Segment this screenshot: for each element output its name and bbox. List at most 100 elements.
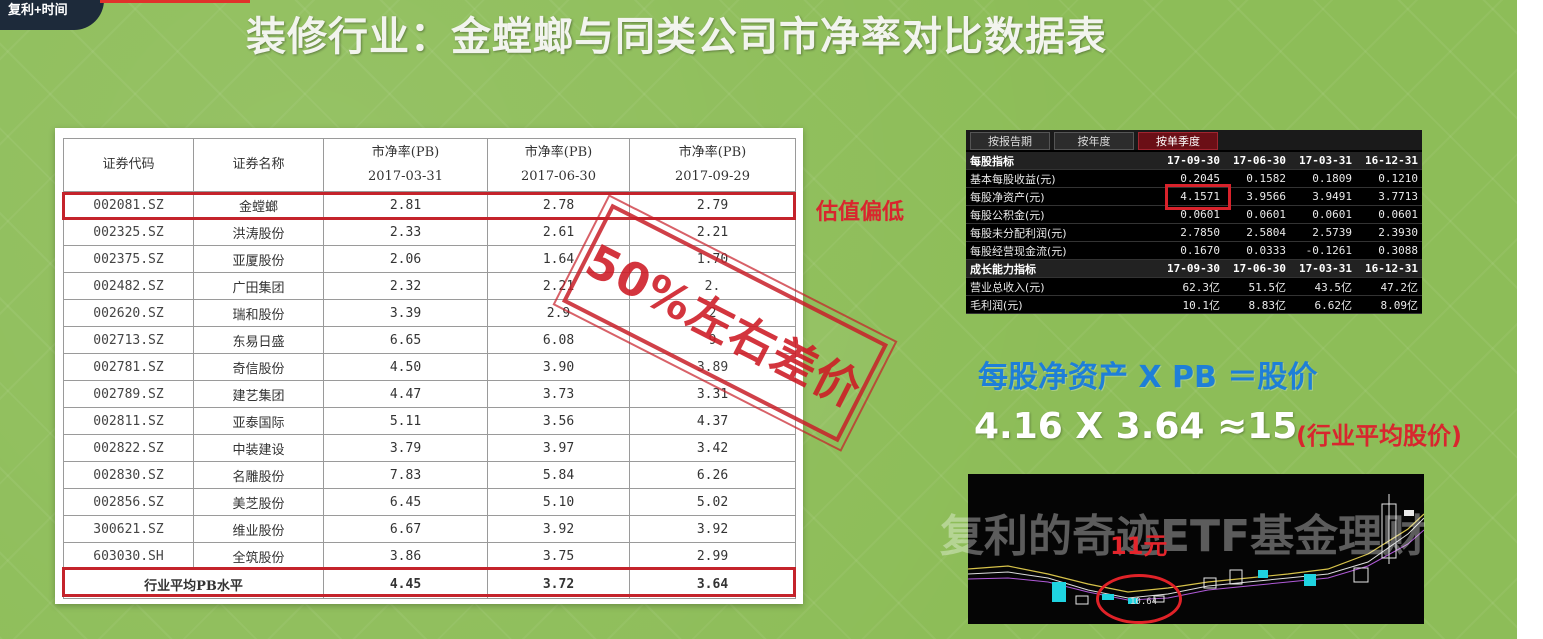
fin-row-value: 43.5亿 — [1290, 277, 1356, 296]
cell-name: 洪涛股份 — [193, 218, 324, 246]
header-pb-q1-line1: 市净率(PB) — [371, 145, 440, 160]
cell-name: 广田集团 — [193, 272, 324, 300]
candle-7 — [1229, 569, 1243, 585]
cell-pb-q3: 1.70 — [629, 245, 796, 273]
fin-row-label: 每股公积金(元) — [966, 205, 1158, 224]
cell-pb-q2: 3.73 — [487, 380, 630, 408]
fin-row-value: 2.5739 — [1290, 223, 1356, 242]
table-row: 002822.SZ 中装建设 3.79 3.97 3.42 — [63, 434, 796, 462]
avatar-text: 复利+时间 — [8, 2, 68, 17]
fin-section-title: 每股指标 — [966, 152, 1158, 170]
cell-pb-q1: 2.33 — [323, 218, 488, 246]
cell-pb-q1: 4.50 — [323, 353, 488, 381]
cell-pb-q2: 2.9 — [487, 299, 630, 327]
candle-8 — [1258, 570, 1268, 578]
header-name: 证券名称 — [193, 138, 324, 192]
cell-name: 瑞和股份 — [193, 299, 324, 327]
header-pb-q3-line2: 2017-09-29 — [675, 169, 750, 184]
table-row: 002830.SZ 名雕股份 7.83 5.84 6.26 — [63, 461, 796, 489]
fin-row: 毛利润(元) 10.1亿 8.83亿 6.62亿 8.09亿 — [966, 295, 1422, 314]
kline-svg — [967, 494, 1425, 605]
fin-date-header: 17-09-30 — [1158, 152, 1224, 170]
fin-row: 每股公积金(元) 0.0601 0.0601 0.0601 0.0601 — [966, 205, 1422, 224]
cell-pb-q2: 3.97 — [487, 434, 630, 462]
cell-code: 002811.SZ — [63, 407, 194, 435]
header-pb-q3-line1: 市净率(PB) — [678, 145, 747, 160]
cell-pb-q3: 2 — [629, 299, 796, 327]
fin-date-header: 17-03-31 — [1290, 152, 1356, 170]
cell-pb-q2: 5.84 — [487, 461, 630, 489]
candle-6 — [1203, 577, 1217, 589]
fin-row-value: 0.0601 — [1290, 205, 1356, 224]
cell-code: 002375.SZ — [63, 245, 194, 273]
fin-row-value: 0.1670 — [1158, 241, 1224, 260]
cell-pb-q3: 9 — [629, 326, 796, 354]
ma-line-yellow — [967, 513, 1425, 593]
ma-line-purple — [967, 529, 1425, 601]
table-row: 002325.SZ 洪涛股份 2.33 2.61 2.21 — [63, 218, 796, 246]
footer-v2: 3.72 — [487, 569, 630, 599]
candle-12 — [1404, 510, 1414, 516]
tab-by-report-period[interactable]: 按报告期 — [970, 132, 1050, 150]
fin-row-label: 毛利润(元) — [966, 295, 1158, 314]
fin-section-header: 每股指标 17-09-30 17-06-30 17-03-31 16-12-31 — [966, 152, 1422, 170]
formula-note: (行业平均股价) — [1296, 422, 1462, 450]
header-code: 证券代码 — [63, 138, 194, 192]
table-row: 002081.SZ 金螳螂 2.81 2.78 2.79 — [63, 191, 796, 219]
cell-name: 建艺集团 — [193, 380, 324, 408]
cell-pb-q2: 6.08 — [487, 326, 630, 354]
cell-pb-q3: 2.99 — [629, 542, 796, 570]
fin-date-header: 17-09-30 — [1158, 259, 1224, 278]
candle-9 — [1304, 574, 1316, 586]
price-label: 11元 — [1110, 532, 1168, 560]
avatar: 复利+时间 — [0, 0, 104, 30]
fin-row-value: -0.1261 — [1290, 241, 1356, 260]
cell-name: 奇信股份 — [193, 353, 324, 381]
fin-row-value: 47.2亿 — [1356, 277, 1422, 296]
cell-code: 002822.SZ — [63, 434, 194, 462]
cell-pb-q1: 2.81 — [323, 191, 488, 219]
undervalued-note: 估值偏低 — [816, 200, 905, 225]
cell-pb-q2: 5.10 — [487, 488, 630, 516]
header-pb-q1: 市净率(PB) 2017-03-31 — [323, 138, 488, 192]
cell-code: 002620.SZ — [63, 299, 194, 327]
fin-row-value: 3.7713 — [1356, 187, 1422, 206]
fin-row-value: 2.3930 — [1356, 223, 1422, 242]
cell-pb-q1: 3.86 — [323, 542, 488, 570]
pb-comparison-table: 证券代码 证券名称 市净率(PB) 2017-03-31 市净率(PB) 201… — [63, 138, 796, 599]
cell-name: 亚泰国际 — [193, 407, 324, 435]
cell-code: 002781.SZ — [63, 353, 194, 381]
formula-line-1: 每股净资产 X PB ＝股价 — [978, 360, 1318, 395]
fin-row-label: 基本每股收益(元) — [966, 169, 1158, 188]
fin-row-value: 51.5亿 — [1224, 277, 1290, 296]
table-header-row: 证券代码 证券名称 市净率(PB) 2017-03-31 市净率(PB) 201… — [63, 138, 796, 192]
cell-code: 002325.SZ — [63, 218, 194, 246]
cell-pb-q1: 3.79 — [323, 434, 488, 462]
fin-row-value: 0.0601 — [1158, 205, 1224, 224]
watermark-text: 复利的奇迹ETF基金理财 — [940, 511, 1427, 562]
cell-code: 002081.SZ — [63, 191, 194, 219]
cell-pb-q1: 2.32 — [323, 272, 488, 300]
header-pb-q2: 市净率(PB) 2017-06-30 — [487, 138, 630, 192]
cell-name: 美芝股份 — [193, 488, 324, 516]
tab-by-quarter[interactable]: 按单季度 — [1138, 132, 1218, 150]
page-title: 装修行业：金螳螂与同类公司市净率对比数据表 — [246, 14, 1107, 60]
tab-by-year[interactable]: 按年度 — [1054, 132, 1134, 150]
cell-code: 002713.SZ — [63, 326, 194, 354]
footer-v1: 4.45 — [323, 569, 488, 599]
table-footer-row: 行业平均PB水平 4.45 3.72 3.64 — [63, 569, 796, 599]
fin-row-value: 2.7850 — [1158, 223, 1224, 242]
fin-row: 每股未分配利润(元) 2.7850 2.5804 2.5739 2.3930 — [966, 223, 1422, 242]
fin-section-title: 成长能力指标 — [966, 259, 1158, 278]
header-pb-q1-line2: 2017-03-31 — [368, 169, 443, 184]
fin-table: 每股指标 17-09-30 17-06-30 17-03-31 16-12-31 基本每股… — [966, 152, 1422, 314]
cell-pb-q3: 4.37 — [629, 407, 796, 435]
highlight-box-net-asset — [1165, 184, 1231, 210]
cell-pb-q2: 2.78 — [487, 191, 630, 219]
fin-date-header: 17-03-31 — [1290, 259, 1356, 278]
fin-row-value: 3.9566 — [1224, 187, 1290, 206]
fin-row-value: 0.0333 — [1224, 241, 1290, 260]
fin-date-header: 17-06-30 — [1224, 259, 1290, 278]
fin-row-value: 0.2045 — [1158, 169, 1224, 188]
fin-row-value: 3.9491 — [1290, 187, 1356, 206]
